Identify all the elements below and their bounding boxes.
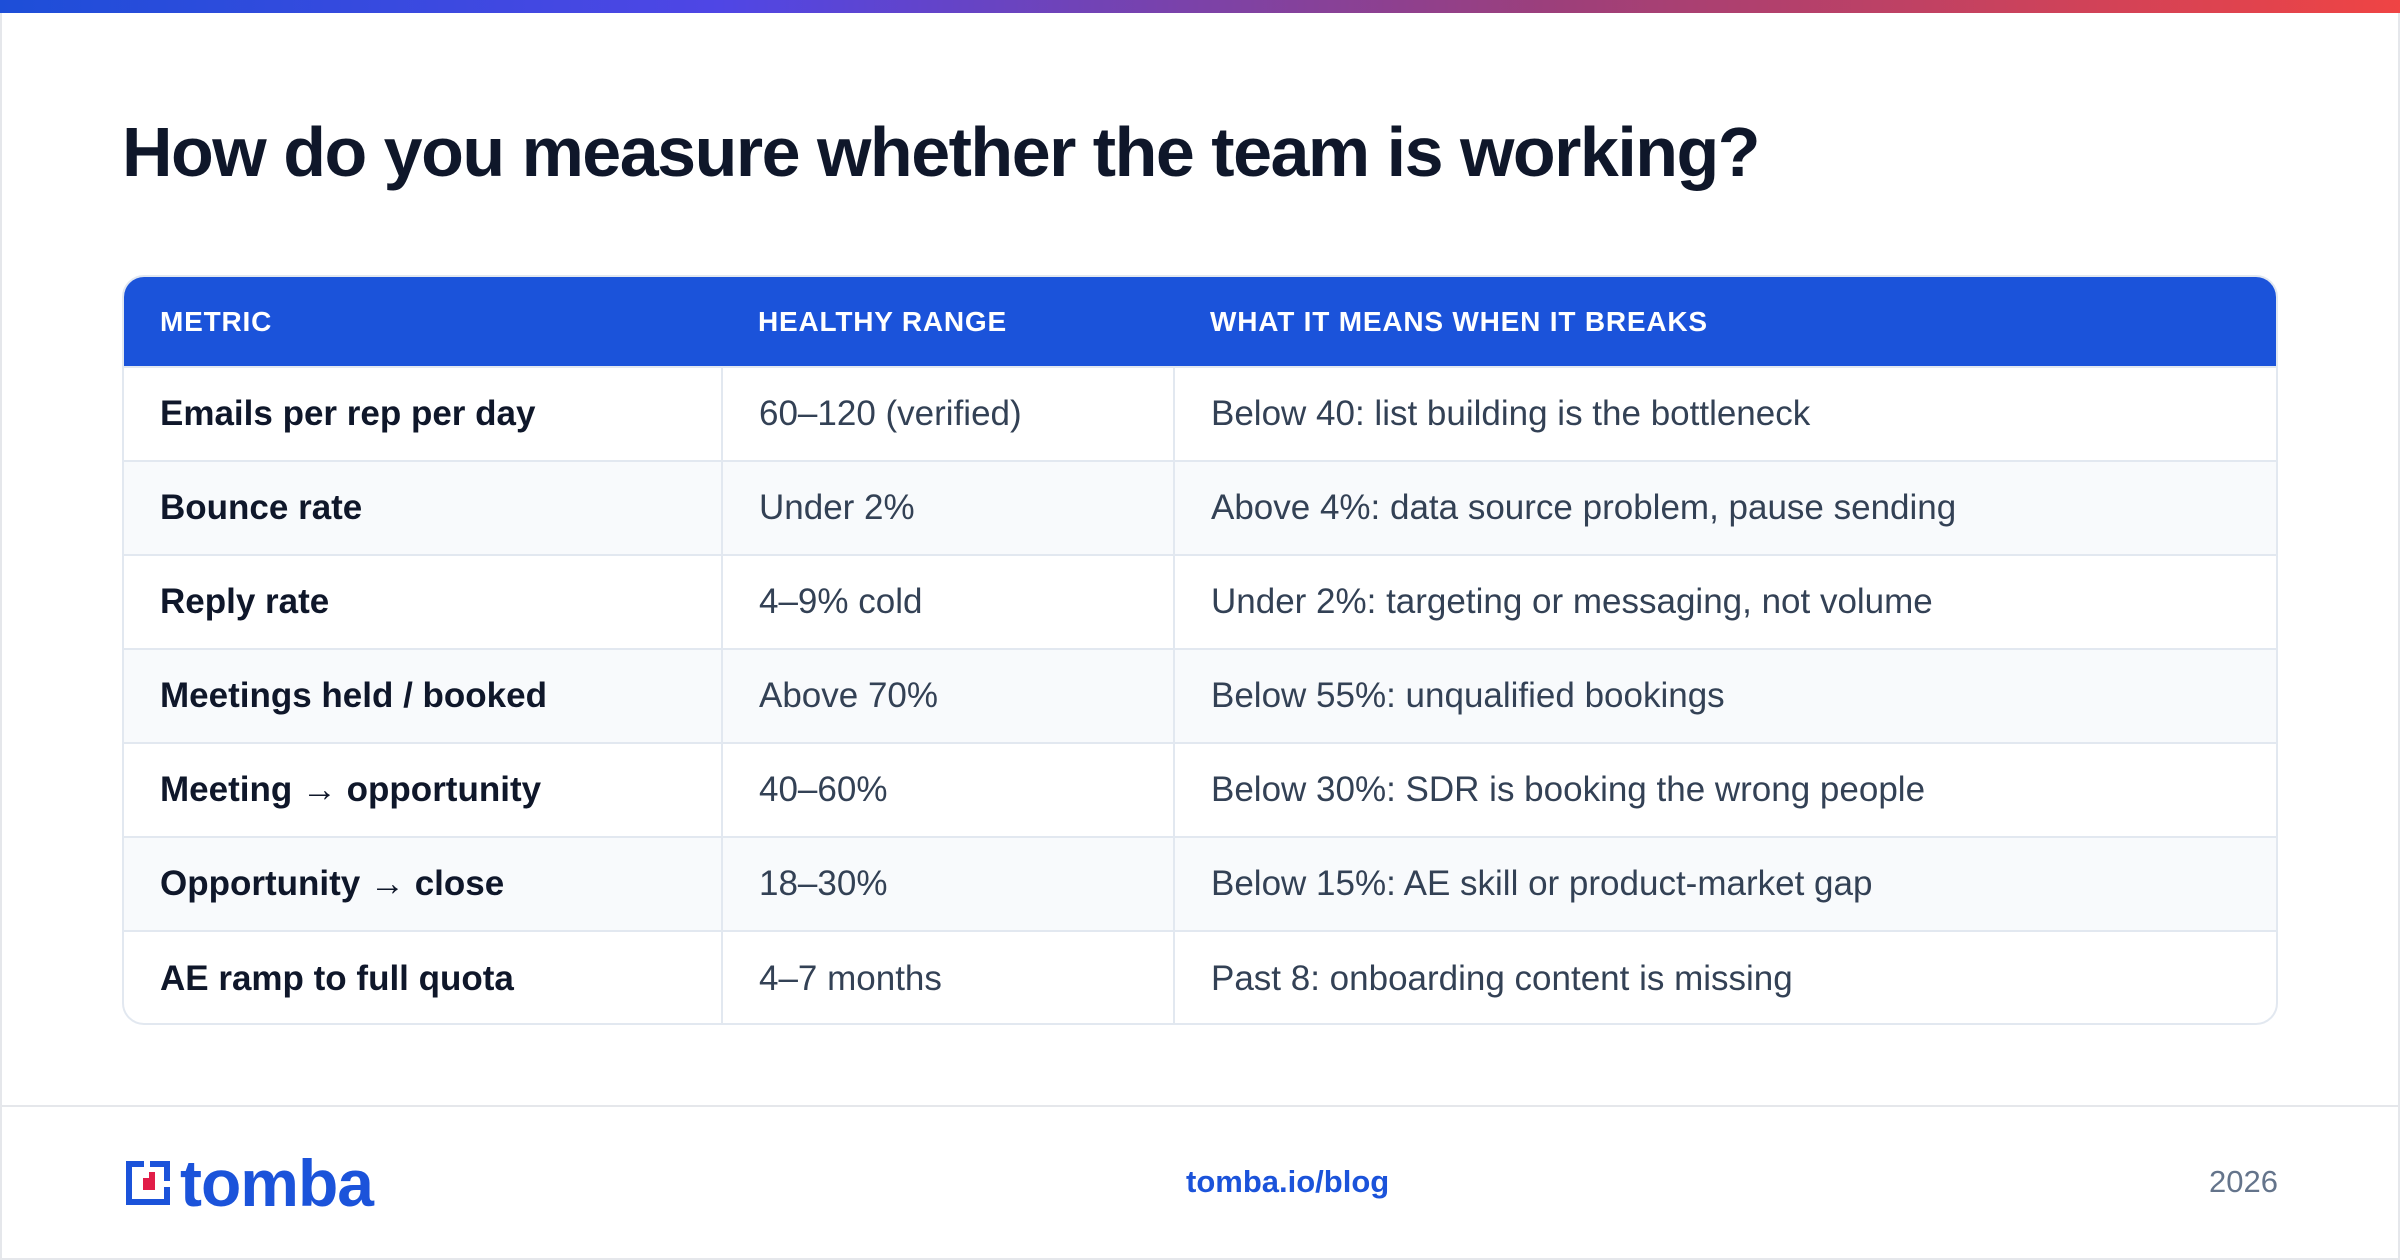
range-cell: 4–9% cold [721,554,1174,649]
meaning-cell: Above 4%: data source problem, pause sen… [1173,460,2276,555]
table-row: Emails per rep per day 60–120 (verified)… [124,366,2276,461]
table-header: METRIC HEALTHY RANGE WHAT IT MEANS WHEN … [124,277,2276,367]
meaning-cell: Below 40: list building is the bottlenec… [1173,366,2276,461]
metric-cell: Meetings held / booked [124,648,722,743]
header-metric: METRIC [160,305,273,337]
table-row: Meetings held / booked Above 70% Below 5… [124,648,2276,743]
table-body: Emails per rep per day 60–120 (verified)… [124,366,2276,1023]
header-healthy-range: HEALTHY RANGE [758,305,1007,337]
range-cell: 4–7 months [721,930,1174,1023]
meaning-cell: Below 30%: SDR is booking the wrong peop… [1173,742,2276,837]
meaning-cell: Under 2%: targeting or messaging, not vo… [1173,554,2276,649]
metric-cell: AE ramp to full quota [124,930,722,1023]
metric-cell: Emails per rep per day [124,366,722,461]
metric-cell: Opportunity → close [124,836,722,931]
tomba-logo[interactable]: tomba [122,1146,374,1220]
metric-cell: Meeting → opportunity [124,742,722,837]
table-row: AE ramp to full quota 4–7 months Past 8:… [124,930,2276,1023]
metrics-table: METRIC HEALTHY RANGE WHAT IT MEANS WHEN … [124,277,2276,1023]
range-cell: 40–60% [721,742,1174,837]
footer-divider [0,1105,2400,1107]
tomba-logo-icon [126,1161,170,1205]
blog-link[interactable]: tomba.io/blog [1186,1164,1390,1199]
meaning-cell: Past 8: onboarding content is missing [1173,930,2276,1023]
table-row: Meeting → opportunity 40–60% Below 30%: … [124,742,2276,837]
table-row: Reply rate 4–9% cold Under 2%: targeting… [124,554,2276,649]
header-what-it-means: WHAT IT MEANS WHEN IT BREAKS [1210,305,1708,337]
meaning-cell: Below 15%: AE skill or product-market ga… [1173,836,2276,931]
metric-cell: Reply rate [124,554,722,649]
range-cell: 60–120 (verified) [721,366,1174,461]
metrics-table-container: METRIC HEALTHY RANGE WHAT IT MEANS WHEN … [122,275,2278,1025]
footer-year: 2026 [2209,1164,2278,1199]
metric-cell: Bounce rate [124,460,722,555]
range-cell: Under 2% [721,460,1174,555]
range-cell: Above 70% [721,648,1174,743]
meaning-cell: Below 55%: unqualified bookings [1173,648,2276,743]
table-row: Opportunity → close 18–30% Below 15%: AE… [124,836,2276,931]
gradient-top-bar [0,0,2400,13]
range-cell: 18–30% [721,836,1174,931]
table-row: Bounce rate Under 2% Above 4%: data sour… [124,460,2276,555]
page-title: How do you measure whether the team is w… [122,113,1761,191]
table-header-row: METRIC HEALTHY RANGE WHAT IT MEANS WHEN … [124,277,2276,367]
logo-wordmark: tomba [180,1146,374,1220]
